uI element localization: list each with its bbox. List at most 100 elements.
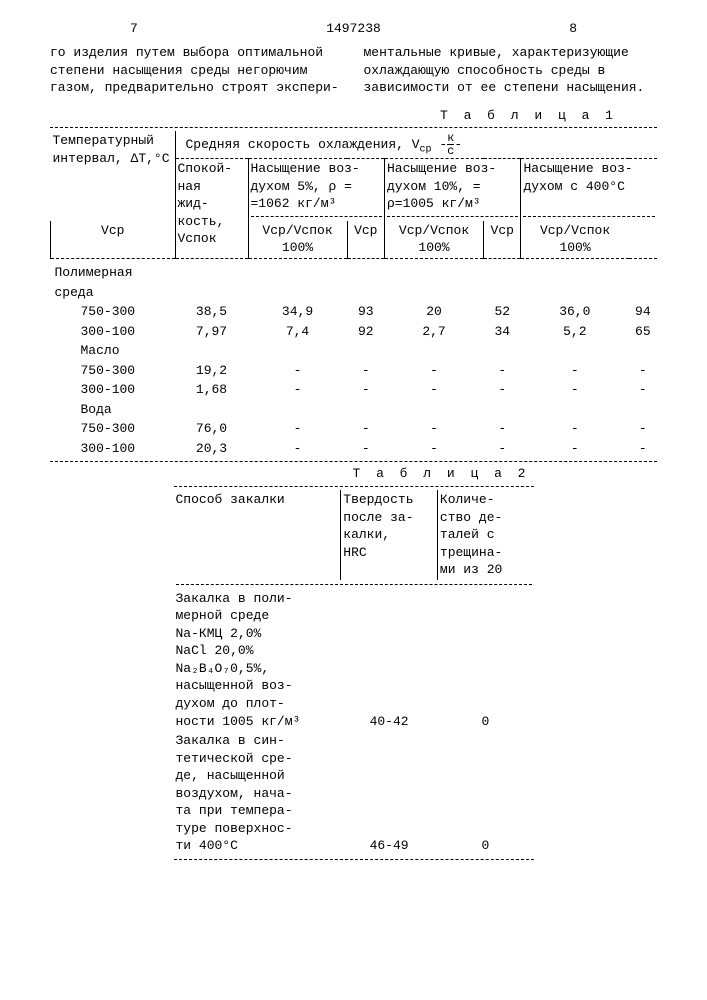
t1-cell: - (484, 419, 521, 439)
t1-frac-den: с (447, 144, 454, 157)
t1-cell: 94 (629, 302, 657, 322)
t1-cell: 20,3 (175, 439, 248, 459)
t1-grp1-l3: =1062 кг/м³ (251, 196, 337, 211)
t2-hdr-c2-l4: трещина- (440, 545, 502, 560)
table2-title: Т а б л и ц а 2 (174, 465, 534, 483)
t1-cell: - (629, 380, 657, 400)
t1-hdr-col1-l5: Vспок (178, 231, 217, 246)
t1-grp3-l1: Насыщение воз- (523, 161, 632, 176)
t2-r1-l5: Na₂B₄O₇0,5%, (176, 661, 270, 676)
t2-r2-l3: де, насыщенной (176, 768, 285, 783)
table-row: 750-300 19,2 - - - - - - (51, 361, 658, 381)
t1-cell: - (248, 361, 347, 381)
t2-hdr-c2-l1: Количе- (440, 492, 495, 507)
t2-r2-hrc: 46-49 (370, 838, 409, 853)
t1-sub-g1p-l1: Vср/Vспок (262, 223, 332, 238)
t1-sub-g1v: Vср (101, 223, 124, 238)
t1-cell: - (248, 419, 347, 439)
t2-hdr-c1-l4: HRC (343, 545, 366, 560)
t2-r2-l1: Закалка в син- (176, 733, 285, 748)
table-row: Закалка в син- тетической сре- де, насыщ… (174, 731, 534, 856)
table1: Температурный интервал, ΔT,°С Средняя ск… (50, 131, 657, 458)
t1-r-range: 300-100 (51, 380, 176, 400)
t1-hdr-col1-l3: жид- (178, 196, 209, 211)
table2: Способ закалки Твердость после за- калки… (174, 490, 534, 856)
t2-r2-l6: туре поверхнос- (176, 821, 293, 836)
t1-sub-g1p-l2: 100% (282, 240, 313, 255)
table-row: 300-100 1,68 - - - - - - (51, 380, 658, 400)
t1-cell: 92 (347, 322, 384, 342)
t1-cell: - (347, 380, 384, 400)
t1-grp2-l1: Насыщение воз- (387, 161, 496, 176)
t1-cell: 20 (384, 302, 483, 322)
t1-grp2-l3: ρ=1005 кг/м³ (387, 196, 481, 211)
table2-rule-top (174, 486, 534, 487)
t2-r1-cnt: 0 (482, 714, 490, 729)
t1-sub-g3p-l2: 100% (559, 240, 590, 255)
t2-r2-l2: тетической сре- (176, 751, 293, 766)
t2-r1-hrc: 40-42 (370, 714, 409, 729)
table-row: 750-300 38,5 34,9 93 20 52 36,0 94 (51, 302, 658, 322)
t1-cell: 52 (484, 302, 521, 322)
t1-cell: - (521, 419, 629, 439)
t1-cell: - (384, 439, 483, 459)
t1-cell: - (629, 439, 657, 459)
page-num-right: 8 (569, 20, 577, 38)
t1-cell: - (248, 380, 347, 400)
table-row: 300-100 20,3 - - - - - - (51, 439, 658, 459)
t1-cell: - (384, 419, 483, 439)
intro-paragraph: го изделия путем выбора оптимальной степ… (50, 44, 657, 97)
t1-cell: - (484, 439, 521, 459)
t1-hdr-col1-l1: Спокой- (178, 161, 233, 176)
t2-hdr-c0: Способ закалки (174, 490, 341, 580)
t1-cell: 34 (484, 322, 521, 342)
t1-r-range: 750-300 (51, 302, 176, 322)
page-num-left: 7 (130, 20, 138, 38)
t2-r2-cnt: 0 (482, 838, 490, 853)
t1-frac-num: к (447, 131, 454, 145)
t1-cell: 93 (347, 302, 384, 322)
t2-r2-l7: ти 400°С (176, 838, 238, 853)
t1-hdr-main: Средняя скорость охлаждения, V (186, 137, 420, 152)
t1-r-range: 300-100 (51, 322, 176, 342)
table-row: 750-300 76,0 - - - - - - (51, 419, 658, 439)
t2-hdr-c2-l2: ство де- (440, 510, 502, 525)
t1-sec-oil: Масло (81, 343, 120, 358)
t2-hdr-c2-l3: талей с (440, 527, 495, 542)
t1-cell: - (629, 419, 657, 439)
t1-cell: - (384, 361, 483, 381)
t1-cell: 7,97 (175, 322, 248, 342)
t1-grp2-l2: духом 10%, = (387, 179, 481, 194)
t1-cell: 36,0 (521, 302, 629, 322)
t1-sec-poly: Полимерная (55, 265, 133, 280)
t2-r1-l2: мерной среде (176, 608, 270, 623)
t2-r1-l6: насыщенной воз- (176, 678, 293, 693)
t1-sub-g2p-l1: Vср/Vспок (399, 223, 469, 238)
t1-sec-poly2: среда (55, 285, 94, 300)
intro-right: ментальные кривые, характеризующие охлаж… (364, 44, 658, 97)
t1-hdr-col1-l2: ная (178, 179, 201, 194)
t1-grp1-l1: Насыщение воз- (251, 161, 360, 176)
t1-hdr-main-sub: ср (420, 145, 432, 156)
t2-hdr-c1-l2: после за- (343, 510, 413, 525)
t1-cell: 5,2 (521, 322, 629, 342)
t1-sub-g2p-l2: 100% (418, 240, 449, 255)
t1-grp1-l2: духом 5%, ρ = (251, 179, 352, 194)
t2-r1-l3: Na-КМЦ 2,0% (176, 626, 262, 641)
t2-r2-l4: воздухом, нача- (176, 786, 293, 801)
t1-cell: 65 (629, 322, 657, 342)
t1-r-range: 750-300 (51, 419, 176, 439)
table1-rule-bottom (50, 461, 657, 462)
t1-sub-g3v: Vср (491, 223, 514, 238)
t2-r2-l5: та при темпера- (176, 803, 293, 818)
table1-title: Т а б л и ц а 1 (50, 107, 657, 125)
table-row: Закалка в поли- мерной среде Na-КМЦ 2,0%… (174, 589, 534, 731)
t2-r1-l1: Закалка в поли- (176, 591, 293, 606)
t1-sub-g3p-l1: Vср/Vспок (540, 223, 610, 238)
t1-cell: 7,4 (248, 322, 347, 342)
t2-r1-l8: ности 1005 кг/м³ (176, 714, 301, 729)
t1-cell: - (484, 361, 521, 381)
t1-sub-g2v: Vср (354, 223, 377, 238)
t1-cell: 2,7 (384, 322, 483, 342)
table1-rule-top (50, 127, 657, 128)
